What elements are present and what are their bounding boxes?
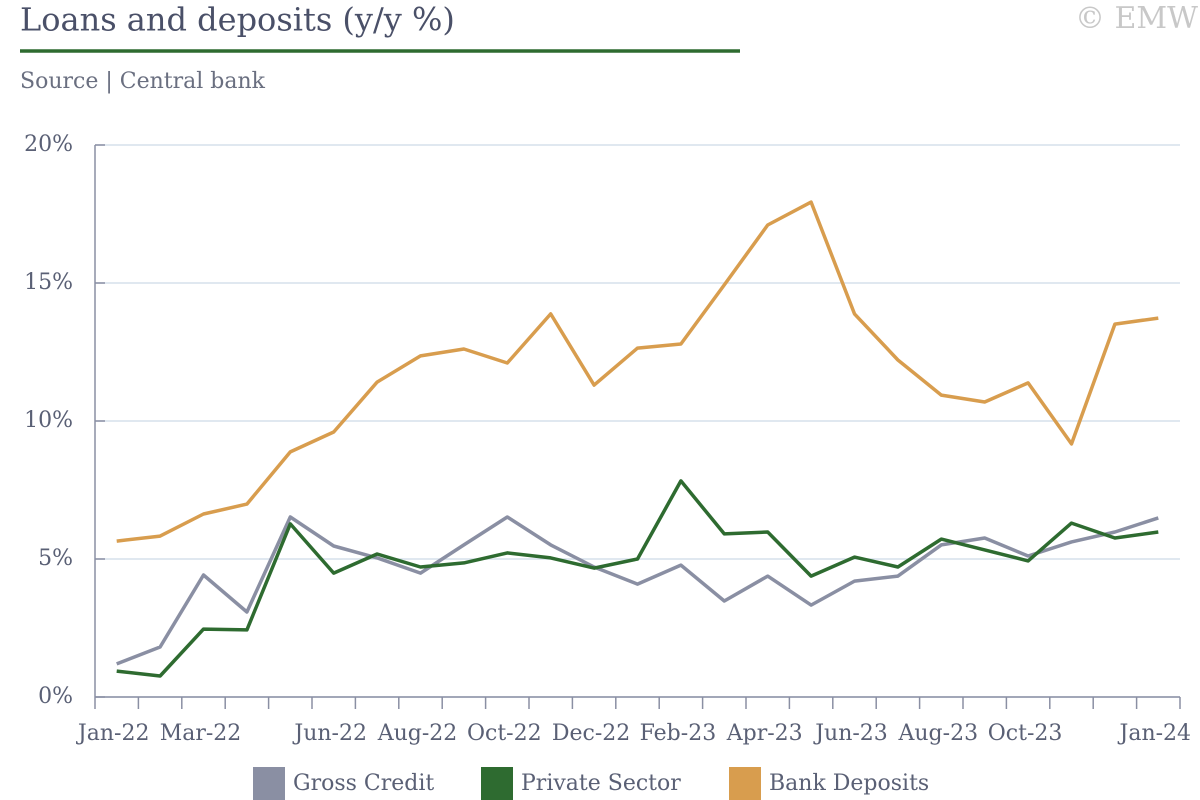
y-tick-label: 0%: [38, 684, 73, 709]
legend-label: Bank Deposits: [769, 771, 929, 796]
legend-swatch: [481, 767, 513, 800]
y-tick-label: 20%: [24, 132, 73, 157]
legend-label: Private Sector: [521, 771, 681, 796]
x-tick-label: Jan-24: [1118, 721, 1192, 746]
watermark: © EMW: [1075, 1, 1198, 36]
series-line: [116, 479, 1159, 678]
x-tick-label: Jun-22: [292, 721, 367, 746]
x-tick-label: Feb-23: [640, 721, 717, 746]
y-tick-label: 10%: [24, 408, 73, 433]
legend-swatch: [729, 767, 761, 800]
legend-swatch: [253, 767, 285, 800]
x-tick-label: Mar-22: [160, 721, 242, 746]
x-tick-label: Oct-23: [988, 721, 1063, 746]
series-line: [116, 515, 1159, 666]
x-tick-label: Aug-22: [377, 721, 458, 746]
chart-title: Loans and deposits (y/y %): [20, 1, 455, 39]
x-tick-label: Oct-22: [467, 721, 542, 746]
x-tick-label: Jan-22: [76, 721, 150, 746]
y-tick-label: 15%: [24, 270, 73, 295]
chart-subtitle: Source | Central bank: [20, 69, 266, 94]
series-line: [116, 200, 1159, 543]
legend-label: Gross Credit: [293, 771, 434, 796]
x-tick-label: Apr-23: [726, 721, 803, 746]
x-tick-label: Dec-22: [552, 721, 630, 746]
x-tick-label: Aug-23: [898, 721, 979, 746]
y-tick-label: 5%: [38, 546, 73, 571]
x-tick-label: Jun-23: [813, 721, 888, 746]
